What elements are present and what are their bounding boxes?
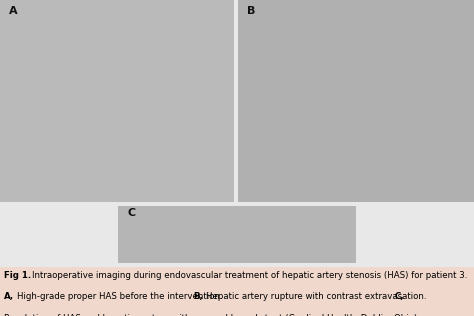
Text: High-grade proper HAS before the intervention.: High-grade proper HAS before the interve…	[17, 292, 223, 301]
Text: Resolution of HAS and hepatic rupture with covered Jomed stent (Cardinal Health,: Resolution of HAS and hepatic rupture wi…	[4, 314, 419, 316]
Text: A: A	[9, 6, 18, 16]
Text: Hepatic artery rupture with contrast extravasation.: Hepatic artery rupture with contrast ext…	[206, 292, 426, 301]
Text: A,: A,	[4, 292, 14, 301]
Text: Intraoperative imaging during endovascular treatment of hepatic artery stenosis : Intraoperative imaging during endovascul…	[32, 271, 468, 280]
Text: B,: B,	[193, 292, 203, 301]
Text: B: B	[247, 6, 256, 16]
Text: C,: C,	[395, 292, 404, 301]
Text: Fig 1.: Fig 1.	[4, 271, 31, 280]
Text: C: C	[128, 208, 136, 218]
